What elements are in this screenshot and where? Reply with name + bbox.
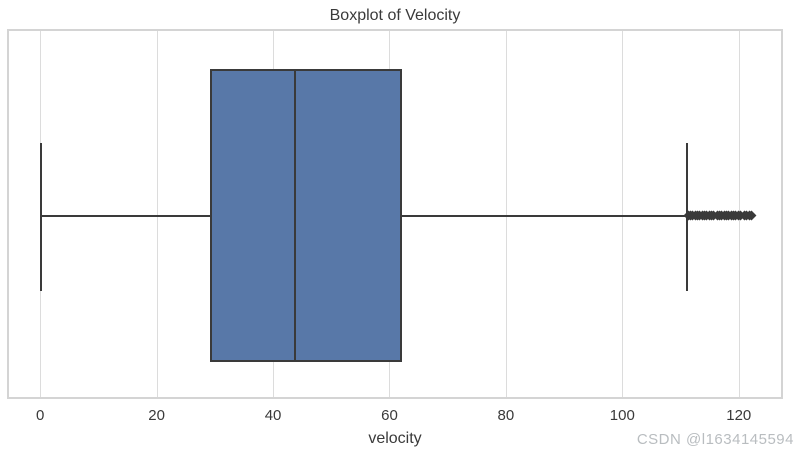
chart-title: Boxplot of Velocity — [329, 7, 461, 24]
x-tick-label: 60 — [381, 407, 398, 424]
x-axis-ticks: 0 20 40 60 80 100 120 — [7, 407, 783, 427]
whisker-line-low — [41, 214, 211, 217]
gridline — [156, 29, 158, 399]
x-tick-label: 120 — [726, 407, 752, 424]
median-line — [294, 68, 297, 362]
plot-area — [7, 29, 783, 399]
x-tick-label: 80 — [497, 407, 515, 424]
gridline — [505, 29, 507, 399]
whisker-line-high — [401, 214, 687, 217]
gridline — [622, 29, 624, 399]
x-tick-label: 40 — [264, 407, 282, 424]
x-tick-label: 20 — [148, 407, 165, 424]
x-axis-label: velocity — [368, 430, 422, 447]
x-tick-label: 0 — [36, 407, 45, 424]
watermark: CSDN @l1634145594 — [636, 431, 794, 448]
whisker-cap-low — [40, 142, 43, 291]
box — [210, 68, 402, 362]
x-tick-label: 100 — [609, 407, 635, 424]
